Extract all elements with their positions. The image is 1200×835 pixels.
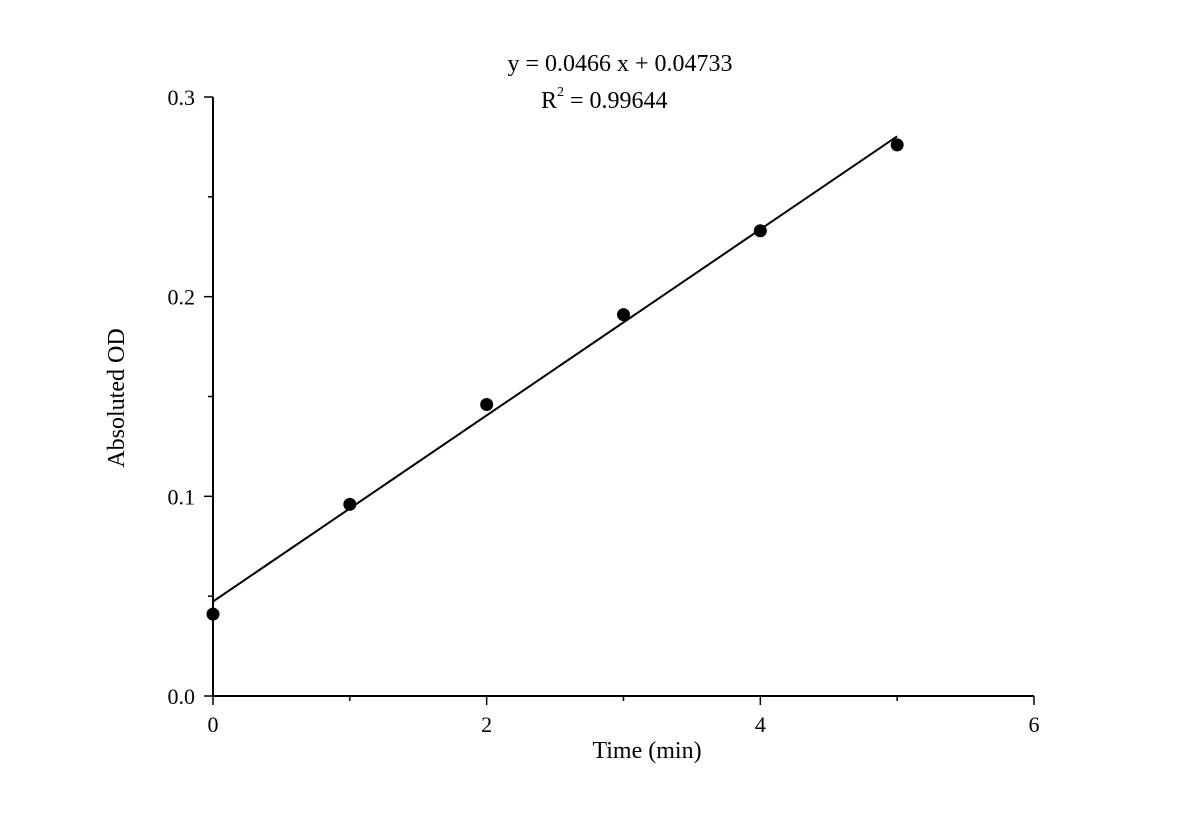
- tick-marks: [204, 96, 1035, 705]
- data-point: [206, 607, 220, 621]
- x-tick-label: 4: [755, 712, 766, 737]
- r-squared-superscript: 2: [557, 85, 564, 100]
- fit-layer: [212, 135, 898, 603]
- x-tick-label: 6: [1029, 712, 1040, 737]
- tick-labels: 0 2 4 6 0.0 0.1 0.2 0.3: [168, 85, 1040, 737]
- data-points: [206, 138, 904, 621]
- y-tick-label: 0.1: [168, 484, 196, 509]
- data-point: [617, 308, 630, 322]
- y-axis-label: Absoluted OD: [104, 328, 130, 467]
- x-tick-label: 0: [208, 712, 219, 737]
- y-tick-label: 0.2: [168, 285, 196, 310]
- r-squared-symbol: R: [541, 88, 557, 114]
- data-point: [890, 138, 904, 152]
- y-tick-label: 0.0: [168, 684, 196, 709]
- fit-equation: y = 0.0466 x + 0.04733: [507, 51, 732, 77]
- x-tick-label: 2: [481, 712, 492, 737]
- data-point: [753, 224, 767, 238]
- r-squared-value: = 0.99644: [564, 88, 668, 114]
- r-squared-label: R2 = 0.99644: [541, 85, 668, 114]
- data-point: [480, 397, 494, 411]
- x-axis-label: Time (min): [592, 738, 701, 764]
- fit-line: [212, 135, 898, 603]
- data-point: [343, 497, 357, 511]
- axes: [212, 97, 1034, 697]
- y-tick-label: 0.3: [168, 85, 196, 110]
